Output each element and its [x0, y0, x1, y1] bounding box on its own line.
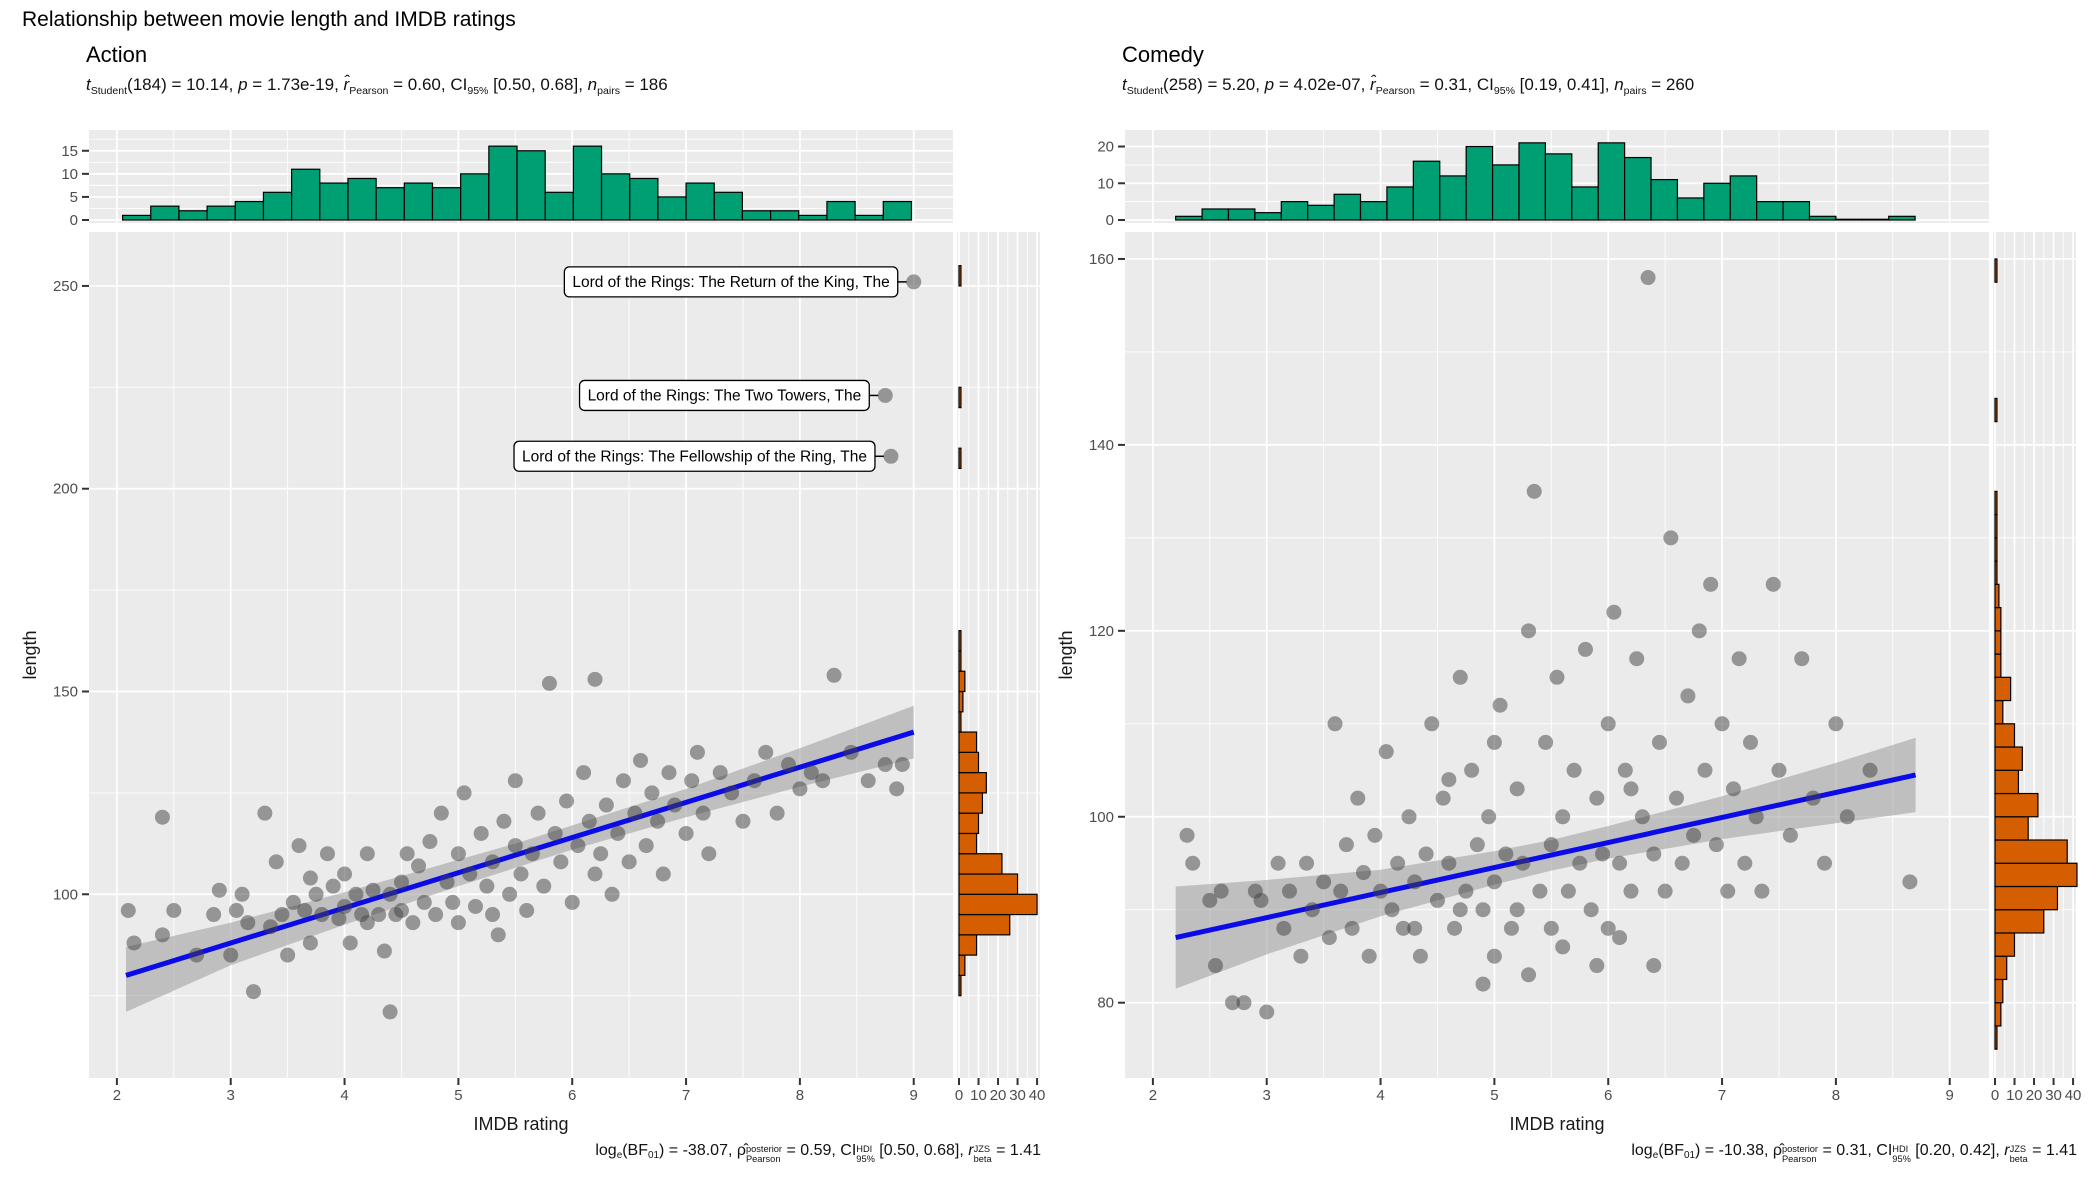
right-marginal-histogram: [958, 265, 1038, 997]
top-marginal-histogram: [121, 145, 913, 221]
panel-title-action: Action: [86, 42, 148, 67]
svg-text:Lord of the Rings: The Fellows: Lord of the Rings: The Fellowship of the…: [522, 448, 867, 465]
figure-title: Relationship between movie length and IM…: [22, 8, 516, 31]
svg-text:40: 40: [1029, 1087, 1046, 1104]
scatter-points: [1179, 270, 1918, 1020]
x-axis-title: IMDB rating: [473, 1114, 568, 1134]
panel-action: Action tStudent(184) = 10.14, p = 1.73e-…: [20, 42, 1050, 1192]
svg-text:30: 30: [1009, 1087, 1026, 1104]
svg-text:140: 140: [1089, 437, 1114, 454]
svg-text:100: 100: [53, 886, 78, 903]
svg-text:10: 10: [2006, 1087, 2023, 1104]
svg-text:160: 160: [1089, 251, 1114, 268]
svg-text:15: 15: [61, 143, 78, 160]
point-label: Lord of the Rings: The Return of the Kin…: [563, 266, 907, 298]
svg-text:250: 250: [53, 278, 78, 295]
svg-text:0: 0: [1991, 1087, 1999, 1104]
svg-text:3: 3: [227, 1087, 235, 1104]
svg-text:7: 7: [1718, 1087, 1726, 1104]
svg-text:0: 0: [1106, 212, 1114, 229]
svg-text:4: 4: [340, 1087, 348, 1104]
svg-text:200: 200: [53, 481, 78, 498]
svg-text:Lord of the Rings: The Return: Lord of the Rings: The Return of the Kin…: [572, 274, 889, 291]
point-label: Lord of the Rings: The Fellowship of the…: [513, 440, 884, 472]
svg-text:4: 4: [1376, 1087, 1384, 1104]
svg-text:120: 120: [1089, 623, 1114, 640]
x-axis-title: IMDB rating: [1509, 1114, 1604, 1134]
svg-text:10: 10: [970, 1087, 987, 1104]
svg-text:9: 9: [1946, 1087, 1954, 1104]
panel-caption-comedy: loge(BF01) = -10.38, ρ̂ posterior Pearson …: [1631, 1142, 2077, 1164]
point-label: Lord of the Rings: The Two Towers, The: [578, 379, 879, 412]
y-axis-title: length: [20, 630, 40, 679]
top-marginal-histogram: [1175, 142, 1916, 221]
svg-text:30: 30: [2045, 1087, 2062, 1104]
confidence-band: [1175, 737, 1916, 989]
svg-text:20: 20: [990, 1087, 1007, 1104]
svg-text:0: 0: [955, 1087, 963, 1104]
svg-text:150: 150: [53, 684, 78, 701]
svg-text:2: 2: [1149, 1087, 1157, 1104]
svg-text:80: 80: [1097, 995, 1114, 1012]
svg-text:9: 9: [910, 1087, 918, 1104]
svg-text:100: 100: [1089, 809, 1114, 826]
svg-text:6: 6: [568, 1087, 576, 1104]
svg-text:2: 2: [113, 1087, 121, 1104]
svg-text:40: 40: [2065, 1087, 2082, 1104]
svg-text:3: 3: [1263, 1087, 1271, 1104]
panel-caption-action: loge(BF01) = -38.07, ρ̂ posterior Pearson …: [595, 1142, 1041, 1164]
panel-comedy: Comedy tStudent(258) = 5.20, p = 4.02e-0…: [1056, 42, 2086, 1192]
regression-line: [1175, 772, 1917, 941]
panel-title-comedy: Comedy: [1122, 42, 1204, 67]
right-marginal-histogram: [1994, 258, 2078, 1050]
svg-text:10: 10: [61, 166, 78, 183]
svg-text:8: 8: [1832, 1087, 1840, 1104]
svg-text:20: 20: [1097, 139, 1114, 156]
svg-text:5: 5: [70, 189, 78, 206]
svg-text:7: 7: [682, 1087, 690, 1104]
action-scatter-chart: 2 3 4 5 6 7 8 9 0 10 20 30 40100150200250051015IMDB …: [20, 130, 1046, 1134]
confidence-band: [125, 705, 914, 1012]
svg-text:8: 8: [796, 1087, 804, 1104]
comedy-scatter-chart: 2 3 4 5 6 7 8 9 0 10 20 30 408010012014016001020IMDB…: [1056, 130, 2082, 1134]
svg-text:10: 10: [1097, 175, 1114, 192]
svg-text:5: 5: [1490, 1087, 1498, 1104]
regression-line: [125, 729, 915, 978]
svg-text:6: 6: [1604, 1087, 1612, 1104]
panel-subtitle-comedy: tStudent(258) = 5.20, p = 4.02e-07, r̂Pe…: [1122, 75, 1695, 97]
panel-subtitle-action: tStudent(184) = 10.14, p = 1.73e-19, r̂P…: [86, 75, 668, 97]
svg-text:Lord of the Rings: The Two Tow: Lord of the Rings: The Two Towers, The: [588, 387, 862, 404]
scatter-points: [120, 274, 922, 1020]
y-axis-title: length: [1056, 630, 1076, 679]
svg-text:5: 5: [454, 1087, 462, 1104]
svg-text:0: 0: [70, 212, 78, 229]
svg-text:20: 20: [2026, 1087, 2043, 1104]
